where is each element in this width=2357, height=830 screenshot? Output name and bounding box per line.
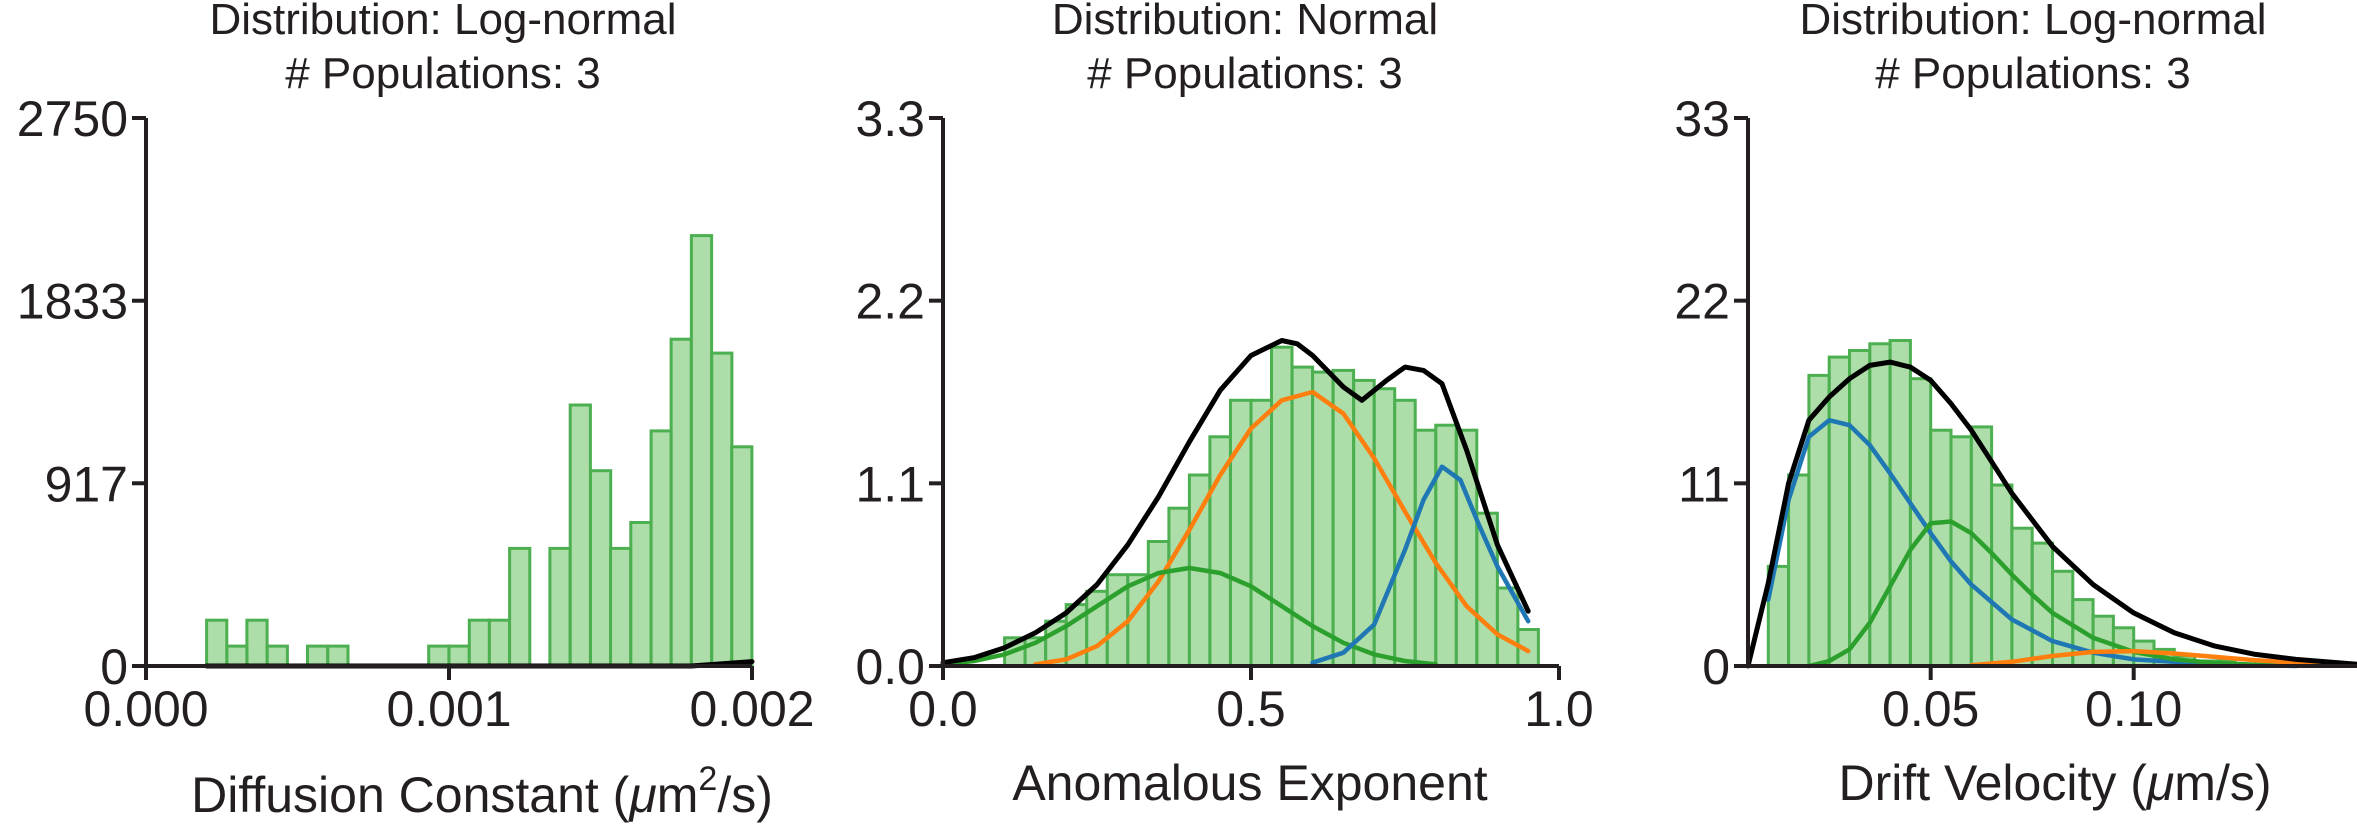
histogram-bar <box>1990 483 2014 668</box>
histogram-bar <box>467 618 491 668</box>
panel-3-y-ticks: 0 11 22 33 <box>1674 91 1748 695</box>
histogram-bar <box>1888 339 1912 668</box>
y-tick-label: 33 <box>1674 91 1730 147</box>
panel-3-x-ticks: 0.05 0.10 <box>1882 666 2182 737</box>
y-tick-label: 2.2 <box>855 274 925 330</box>
histogram-bar <box>1787 473 1811 668</box>
histogram-bar <box>1311 370 1335 668</box>
histogram-bar <box>225 644 249 668</box>
histogram-bar <box>1949 435 1973 668</box>
panel-3-fit-curves <box>1745 359 2357 669</box>
histogram-bar <box>1848 349 1872 668</box>
panel-1-y-ticks: 0 917 1833 2750 <box>17 91 146 695</box>
y-tick-label: 3.3 <box>855 91 925 147</box>
fit-curve-line <box>940 565 1439 667</box>
histogram-bar <box>265 644 289 668</box>
y-tick-label: 22 <box>1674 274 1730 330</box>
histogram-bar <box>326 644 350 668</box>
fit-curve-line <box>1745 359 2357 669</box>
histogram-bar <box>568 403 592 668</box>
x-tick-label: 0.0 <box>908 681 978 737</box>
x-tick-label: 1.0 <box>1524 681 1594 737</box>
panel-2-bars <box>1003 345 1540 668</box>
histogram-bar <box>548 546 572 668</box>
panel-2-x-axis-label: Anomalous Exponent <box>1012 755 1487 811</box>
x-tick-label: 0.05 <box>1882 681 1979 737</box>
panel-1-x-axis-label: Diffusion Constant (μm2/s) <box>191 760 773 823</box>
y-tick-label: 0 <box>100 639 128 695</box>
panel-diffusion: Distribution: Log-normal # Populations: … <box>17 0 815 823</box>
fit-curve-line <box>1310 464 1531 665</box>
y-tick-label: 1833 <box>17 274 128 330</box>
histogram-bar <box>629 521 653 668</box>
histogram-bar <box>689 234 714 668</box>
histogram-bar <box>1270 345 1294 668</box>
histogram-bar <box>669 337 693 668</box>
histogram-bar <box>1249 398 1273 668</box>
histogram-bar <box>609 546 633 668</box>
x-tick-label: 0.001 <box>386 681 511 737</box>
panel-1-title-line-1: Distribution: Log-normal <box>209 0 676 44</box>
histogram-bar <box>649 429 673 668</box>
panel-1-x-ticks: 0.000 0.001 0.002 <box>83 666 815 737</box>
histogram-bar <box>1969 425 1994 668</box>
histogram-bar <box>2010 526 2034 668</box>
panel-2-fit-curves <box>940 338 1531 667</box>
x-tick-label: 0.002 <box>689 681 814 737</box>
panel-2-x-ticks: 0.0 0.5 1.0 <box>908 666 1594 737</box>
y-tick-label: 917 <box>45 456 128 512</box>
fit-curve-line <box>940 338 1531 666</box>
panel-anomalous: Distribution: Normal # Populations: 3 0.… <box>855 0 1593 811</box>
x-tick-label: 0.5 <box>1216 681 1286 737</box>
fit-curve-line <box>1969 648 2357 668</box>
histogram-bar <box>710 351 734 668</box>
x-tick-label: 0.10 <box>2085 681 2182 737</box>
histogram-bar <box>508 546 532 668</box>
panel-1-bars <box>205 234 754 668</box>
histogram-bar <box>1146 540 1171 668</box>
y-tick-label: 2750 <box>17 91 128 147</box>
histogram-bar <box>245 618 269 668</box>
y-tick-label: 0 <box>1702 639 1730 695</box>
panel-2-title-line-1: Distribution: Normal <box>1052 0 1438 44</box>
histogram-bar <box>487 618 511 668</box>
panel-1-title-line-2: # Populations: 3 <box>285 49 601 98</box>
histogram-bar <box>1434 423 1458 668</box>
histogram-bar <box>589 469 613 668</box>
histogram-bar <box>1352 378 1376 668</box>
y-tick-label: 0.0 <box>855 639 925 695</box>
fit-curve-line <box>1806 519 2299 669</box>
histogram-bar <box>205 618 229 668</box>
histogram-bar <box>1827 355 1851 668</box>
panel-3-title-line-1: Distribution: Log-normal <box>1799 0 2266 44</box>
y-tick-label: 11 <box>1678 456 1730 512</box>
panel-3-x-axis-label: Drift Velocity (μm/s) <box>1838 755 2271 811</box>
y-tick-label: 1.1 <box>855 456 925 512</box>
panel-drift: Distribution: Log-normal # Populations: … <box>1674 0 2357 811</box>
fit-curve-line <box>1033 389 1531 667</box>
histogram-bar <box>447 644 471 668</box>
x-tick-label: 0.000 <box>83 681 208 737</box>
histogram-bar <box>427 644 451 668</box>
histogram-bar <box>306 644 330 668</box>
histogram-bar <box>1372 387 1397 668</box>
fit-curve-line <box>1766 417 2299 669</box>
panel-2-y-ticks: 0.0 1.1 2.2 3.3 <box>855 91 943 695</box>
panel-2-title-line-2: # Populations: 3 <box>1087 49 1403 98</box>
panel-3-title-line-2: # Populations: 3 <box>1875 49 2191 98</box>
histogram-bar <box>730 445 754 668</box>
histogram-bar <box>1908 377 1933 668</box>
